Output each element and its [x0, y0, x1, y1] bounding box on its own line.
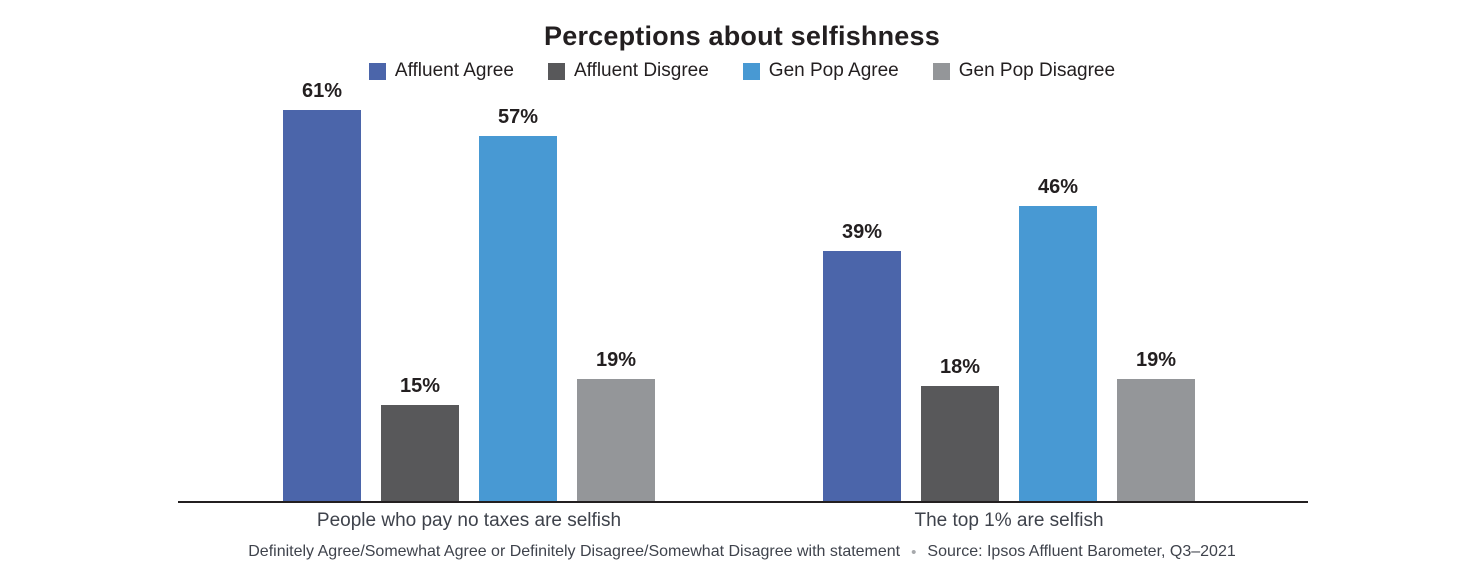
bar-value-label: 57%	[497, 106, 539, 128]
bar-affluent-agree	[823, 251, 901, 501]
chart-footer: Definitely Agree/Somewhat Agree or Defin…	[0, 543, 1484, 561]
bar-value-label: 46%	[1037, 176, 1079, 198]
legend-item-affluent-disgree: Affluent Disgree	[547, 60, 709, 82]
legend-label: Affluent Agree	[394, 60, 514, 81]
x-axis-category-label: The top 1% are selfish	[914, 510, 1104, 531]
legend-item-gen-pop-agree: Gen Pop Agree	[742, 60, 899, 82]
legend-swatch-icon	[932, 62, 950, 80]
bar-column: 39%	[823, 221, 901, 501]
source-text: Source: Ipsos Affluent Barometer, Q3–202…	[927, 543, 1236, 560]
chart-legend: Affluent Agree Affluent Disgree Gen Pop Ag…	[0, 60, 1484, 82]
bar-column: 19%	[577, 349, 655, 501]
legend-swatch-icon	[547, 62, 565, 80]
legend-item-affluent-agree: Affluent Agree	[368, 60, 514, 82]
legend-label: Gen Pop Agree	[768, 60, 899, 81]
bar-column: 15%	[381, 375, 459, 501]
footnote-text: Definitely Agree/Somewhat Agree or Defin…	[248, 543, 901, 560]
bar-value-label: 39%	[841, 221, 883, 243]
bar-group: 61% 15% 57% 19%	[283, 80, 655, 501]
legend-label: Gen Pop Disagree	[958, 60, 1116, 81]
bar-gen-pop-agree	[479, 136, 557, 501]
bar-column: 57%	[479, 106, 557, 501]
chart-plot-area: 61% 15% 57% 19% 39% 18% 46% 19%	[178, 0, 1308, 503]
bar-affluent-disgree	[921, 386, 999, 501]
legend-swatch-icon	[742, 62, 760, 80]
bar-gen-pop-agree	[1019, 206, 1097, 501]
bar-group: 39% 18% 46% 19%	[823, 176, 1195, 501]
bar-value-label: 15%	[399, 375, 441, 397]
bar-column: 61%	[283, 80, 361, 501]
chart-title: Perceptions about selfishness	[544, 21, 940, 51]
legend-label: Affluent Disgree	[573, 60, 709, 81]
bar-column: 19%	[1117, 349, 1195, 501]
bullet-separator-icon: •	[911, 543, 917, 561]
bar-column: 46%	[1019, 176, 1097, 501]
bar-value-label: 61%	[301, 80, 343, 102]
bar-value-label: 19%	[595, 349, 637, 371]
bar-gen-pop-disagree	[577, 379, 655, 501]
bar-column: 18%	[921, 356, 999, 501]
bar-affluent-agree	[283, 110, 361, 501]
bar-affluent-disgree	[381, 405, 459, 501]
bar-gen-pop-disagree	[1117, 379, 1195, 501]
legend-item-gen-pop-disagree: Gen Pop Disagree	[932, 60, 1116, 82]
bar-value-label: 18%	[939, 356, 981, 378]
bar-value-label: 19%	[1135, 349, 1177, 371]
legend-swatch-icon	[368, 62, 386, 80]
x-axis-category-label: People who pay no taxes are selfish	[316, 510, 622, 531]
